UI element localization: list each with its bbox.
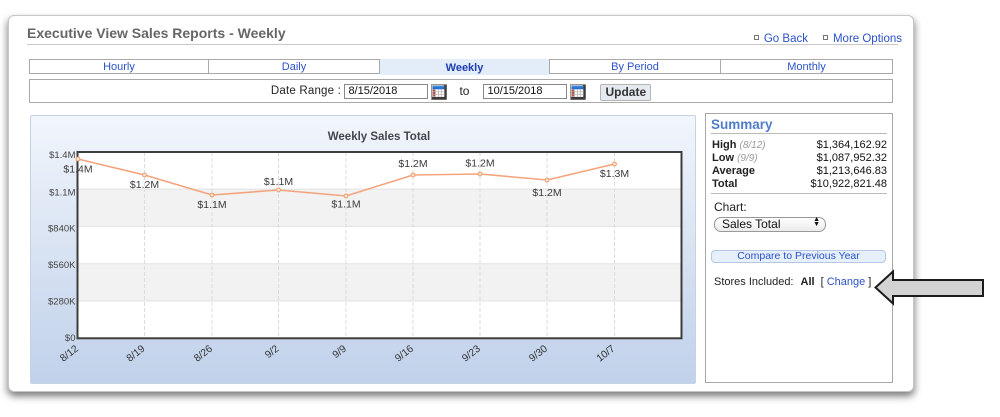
svg-text:$1.4M: $1.4M [63,164,92,176]
svg-text:$1.2M: $1.2M [465,158,494,170]
svg-text:$1.1M: $1.1M [49,187,75,198]
svg-text:9/9: 9/9 [331,343,349,361]
svg-text:8/12: 8/12 [58,343,81,364]
svg-text:$1.1M: $1.1M [264,176,293,188]
svg-text:8/19: 8/19 [125,343,148,364]
svg-text:$1.2M: $1.2M [398,158,427,170]
svg-text:9/2: 9/2 [263,343,281,361]
svg-text:$1.2M: $1.2M [532,187,561,199]
svg-text:$1.1M: $1.1M [197,199,226,211]
svg-text:9/16: 9/16 [393,343,416,364]
svg-text:$560K: $560K [48,260,76,271]
svg-text:Weekly Sales Total: Weekly Sales Total [328,131,430,143]
svg-text:$0: $0 [65,333,76,344]
svg-text:$1.4M: $1.4M [49,150,75,161]
svg-text:$1.3M: $1.3M [600,168,629,180]
svg-text:9/23: 9/23 [460,343,483,364]
svg-text:$1.1M: $1.1M [331,199,360,211]
svg-text:8/26: 8/26 [192,343,215,364]
svg-text:$840K: $840K [48,224,76,235]
svg-text:$280K: $280K [48,296,76,307]
svg-text:9/30: 9/30 [527,343,550,364]
svg-text:10/7: 10/7 [595,343,618,364]
svg-text:$1.2M: $1.2M [130,179,159,191]
